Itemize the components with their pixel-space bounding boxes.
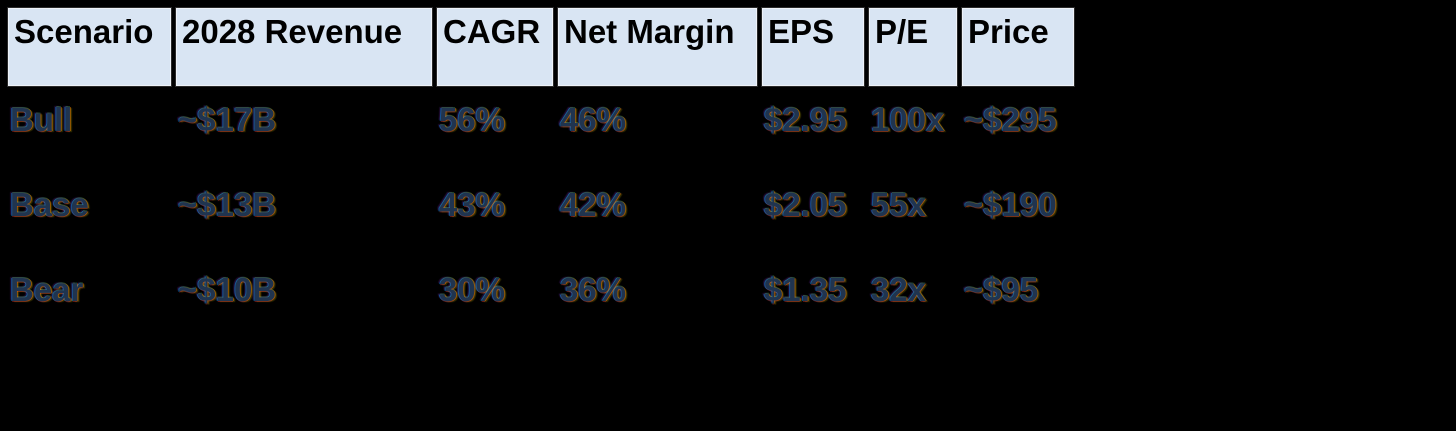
cell-net-margin: 46% (560, 101, 627, 138)
header-row: Scenario 2028 Revenue CAGR Net Margin EP… (7, 7, 1075, 87)
table-row-bear: Bear ~$10B 30% 36% $1.35 32x ~$95 (8, 256, 1074, 341)
cell-cagr: 56% (439, 101, 506, 138)
table-row-base: Base ~$13B 43% 42% $2.05 55x ~$190 (8, 171, 1074, 256)
cell-cagr: 30% (439, 271, 506, 308)
cell-net-margin: 42% (560, 186, 627, 223)
cell-eps: $2.95 (764, 101, 847, 138)
col-header-pe: P/E (868, 7, 958, 87)
cell-scenario: Bear (10, 271, 84, 308)
cell-revenue: ~$13B (178, 186, 277, 223)
cell-net-margin: 36% (560, 271, 627, 308)
cell-price: ~$190 (964, 186, 1057, 223)
scenario-valuation-table: Scenario 2028 Revenue CAGR Net Margin EP… (7, 7, 1075, 341)
col-header-2028-revenue: 2028 Revenue (175, 7, 433, 87)
cell-eps: $1.35 (764, 271, 847, 308)
col-header-net-margin: Net Margin (557, 7, 758, 87)
col-header-eps: EPS (761, 7, 865, 87)
cell-scenario: Base (10, 186, 89, 223)
cell-revenue: ~$17B (178, 101, 277, 138)
cell-price: ~$95 (964, 271, 1039, 308)
cell-scenario: Bull (10, 101, 73, 138)
cell-pe: 100x (871, 101, 945, 138)
cell-pe: 32x (871, 271, 927, 308)
cell-eps: $2.05 (764, 186, 847, 223)
cell-pe: 55x (871, 186, 927, 223)
col-header-scenario: Scenario (7, 7, 172, 87)
table-row-bull: Bull ~$17B 56% 46% $2.95 100x ~$295 (8, 86, 1074, 171)
col-header-cagr: CAGR (436, 7, 554, 87)
cell-price: ~$295 (964, 101, 1057, 138)
cell-cagr: 43% (439, 186, 506, 223)
cell-revenue: ~$10B (178, 271, 277, 308)
col-header-price: Price (961, 7, 1075, 87)
